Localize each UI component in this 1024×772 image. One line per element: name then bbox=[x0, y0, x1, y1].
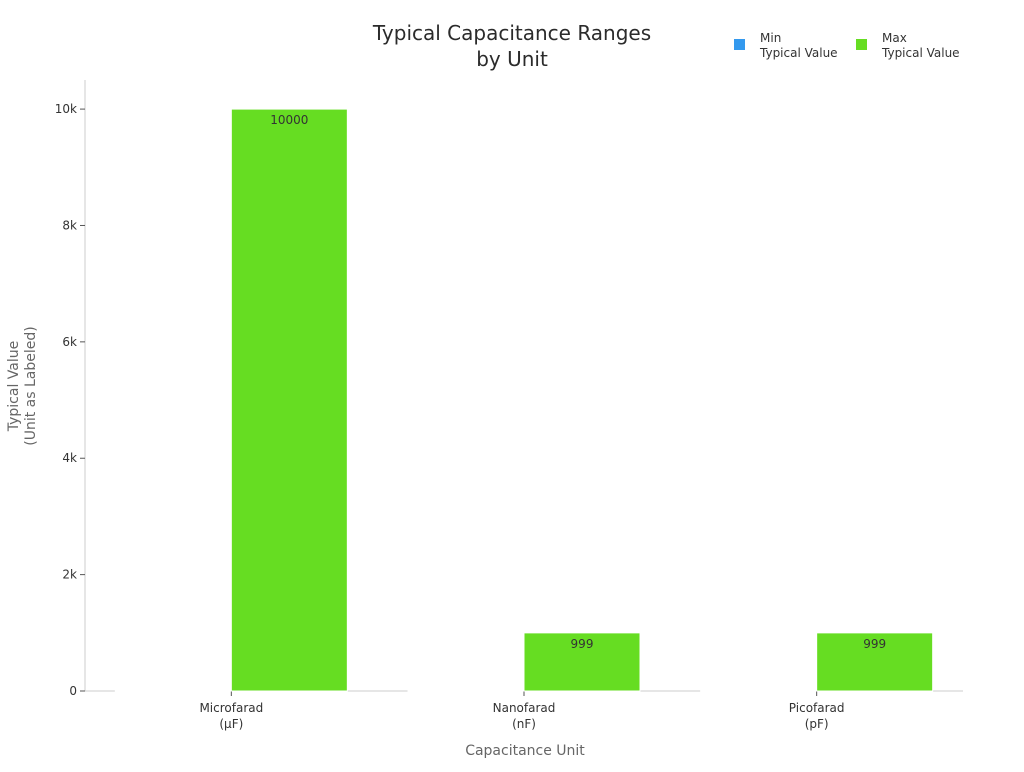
legend-swatch-1 bbox=[856, 39, 867, 50]
bars bbox=[115, 109, 932, 691]
x-axis-label: Capacitance Unit bbox=[465, 743, 585, 759]
y-tick-label: 0 bbox=[69, 684, 77, 698]
y-axis-label-text: Typical Value(Unit as Labeled) bbox=[6, 326, 39, 445]
legend-swatch-0 bbox=[734, 39, 745, 50]
y-axis-label: Typical Value(Unit as Labeled) bbox=[6, 326, 39, 445]
bar-max-0 bbox=[231, 109, 347, 691]
y-tick-label: 4k bbox=[62, 451, 77, 465]
data-label: 10000 bbox=[270, 113, 308, 127]
data-label: 999 bbox=[863, 637, 886, 651]
x-tick-label: Nanofarad(nF) bbox=[493, 701, 556, 731]
data-labels: 10000 999 999 bbox=[270, 113, 886, 651]
y-tick-label: 2k bbox=[62, 568, 77, 582]
x-tick-label: Picofarad(pF) bbox=[789, 701, 845, 731]
data-label: 999 bbox=[571, 637, 594, 651]
x-tick-label: Microfarad(μF) bbox=[199, 701, 263, 731]
y-tick-label: 6k bbox=[62, 335, 77, 349]
y-tick-label: 10k bbox=[55, 102, 77, 116]
y-tick-label: 8k bbox=[62, 218, 77, 232]
